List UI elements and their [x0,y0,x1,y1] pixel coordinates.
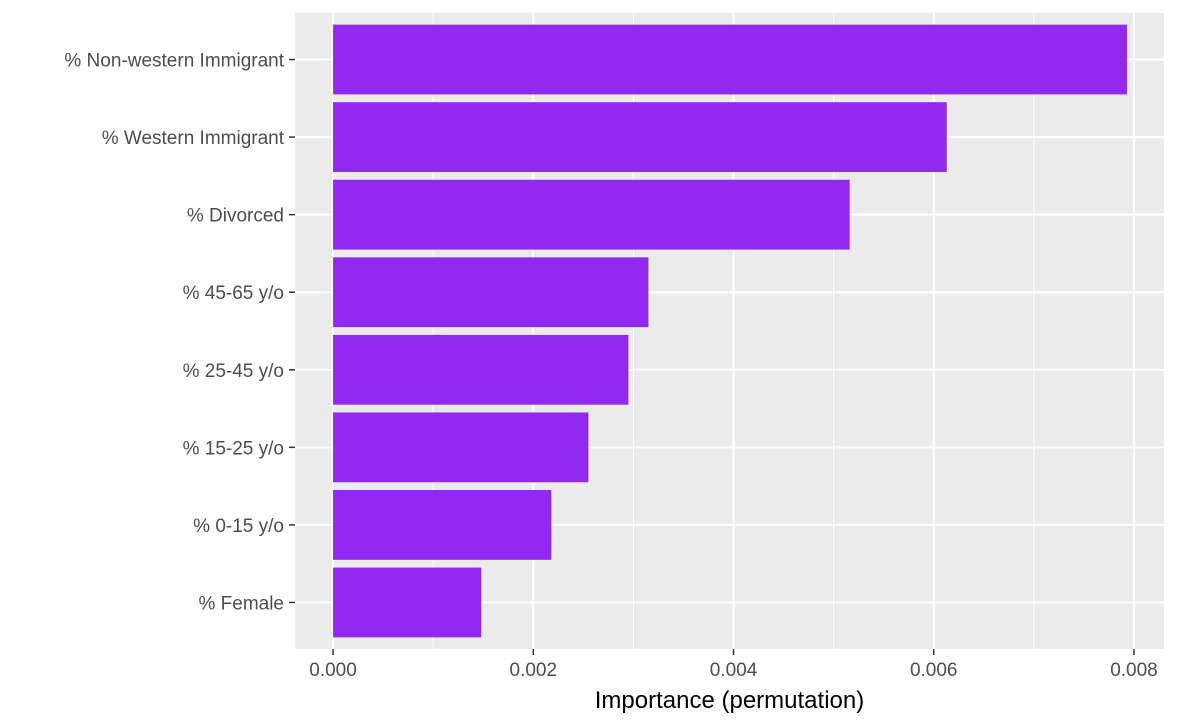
bar [333,490,552,560]
x-tick-label: 0.008 [1110,660,1158,681]
x-axis-title: Importance (permutation) [595,687,864,714]
x-axis: 0.000 0.002 0.004 0.006 0.008 [309,649,1158,681]
y-tick-label: % 0-15 y/o [193,516,284,537]
x-tick-label: 0.002 [510,660,558,681]
y-tick-label: % Divorced [187,206,284,227]
y-axis: % Non-western Immigrant % Western Immigra… [64,51,295,614]
bars [333,24,1127,638]
bar [333,24,1127,95]
x-tick-label: 0.004 [710,660,758,681]
x-tick-label: 0.000 [309,660,357,681]
y-tick-label: % 15-25 y/o [183,438,284,459]
bar [333,179,850,250]
bar [333,334,629,405]
bar [333,102,947,172]
y-tick-label: % 45-65 y/o [183,283,284,304]
bar [333,257,649,328]
bar [333,567,482,638]
y-tick-label: % 25-45 y/o [183,361,284,382]
y-tick-label: % Non-western Immigrant [64,51,284,72]
y-tick-label: % Western Immigrant [102,128,285,149]
x-tick-label: 0.006 [910,660,958,681]
bar [333,412,589,483]
y-tick-label: % Female [198,593,284,614]
